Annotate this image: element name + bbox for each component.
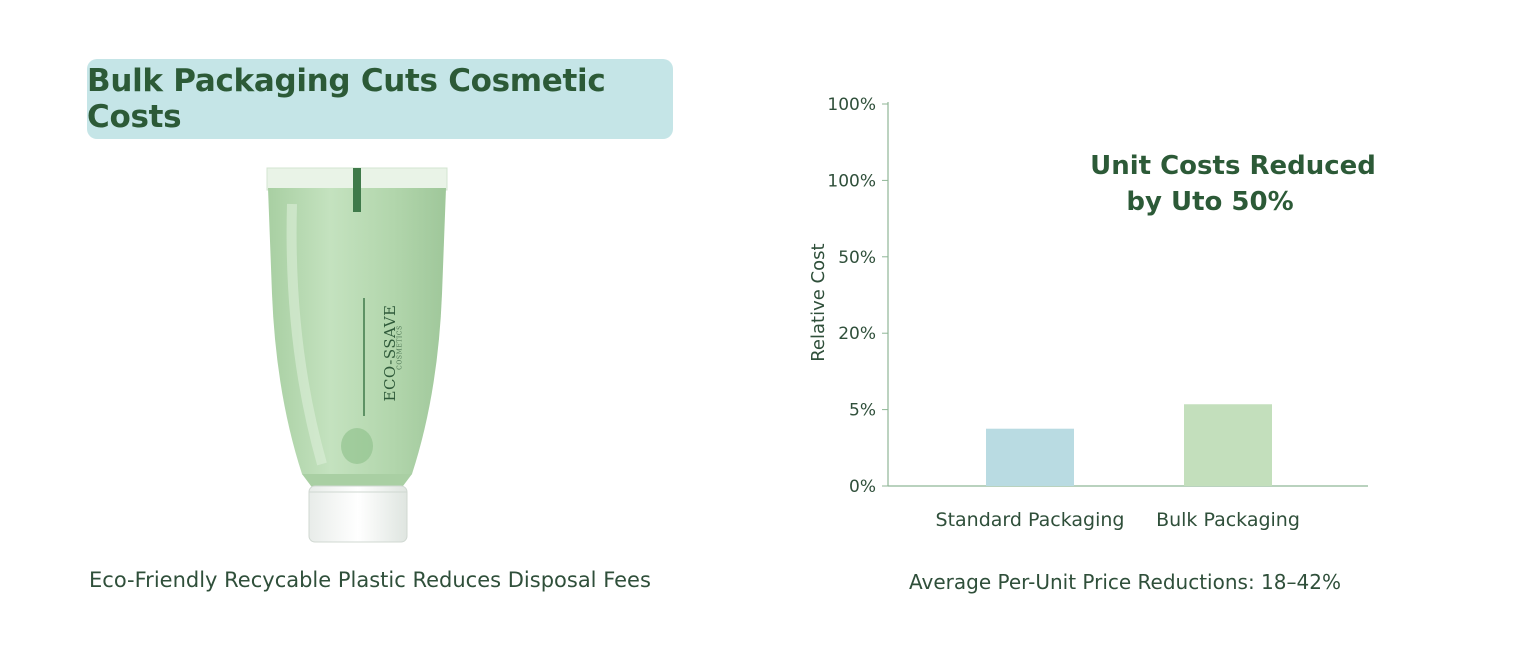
title-banner: Bulk Packaging Cuts Cosmetic Costs [87,59,673,139]
bar-chart: 0% 5% 20% 50% 100% 100% Relative Cost Standard … [780,80,1400,550]
y-tick-label: 20% [838,324,876,344]
y-tick-label: 0% [849,477,876,497]
chart-annotation-line-2: by Uto 50% [1126,187,1293,217]
y-tick-label: 50% [838,248,876,268]
y-tick-label: 100% [827,171,876,191]
bar-standard [986,428,1074,486]
product-tube-image: ECO-SSAVE COSMETICS [262,164,452,549]
y-tick-label: 100% [827,95,876,115]
chart-annotation-line-1: Unit Costs Reduced [1090,151,1376,181]
right-caption: Average Per-Unit Price Reductions: 18–42… [909,570,1341,594]
left-caption: Eco-Friendly Recycable Plastic Reduces D… [89,568,651,592]
x-tick-label: Bulk Packaging [1156,509,1300,531]
y-tick-label: 5% [849,401,876,421]
x-tick-label: Standard Packaging [936,509,1125,531]
page-title: Bulk Packaging Cuts Cosmetic Costs [87,63,606,135]
bar-bulk [1184,404,1272,486]
y-axis-label: Relative Cost [808,243,829,361]
subbrand-label: COSMETICS [396,325,404,370]
